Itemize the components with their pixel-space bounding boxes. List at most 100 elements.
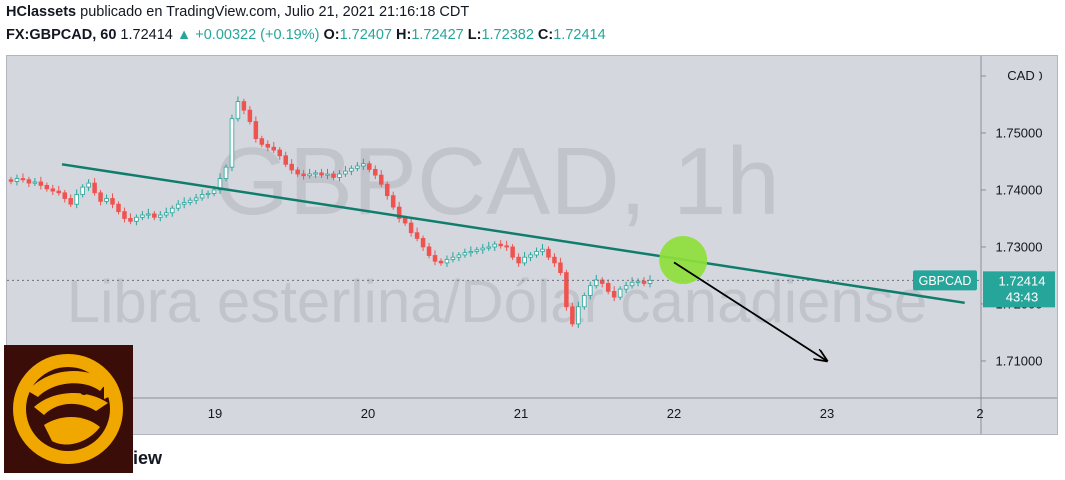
projection-arrow[interactable] bbox=[673, 261, 827, 361]
candle-up bbox=[217, 178, 223, 191]
x-tick-label: 2 bbox=[976, 406, 983, 421]
candle-down bbox=[379, 174, 384, 185]
candle-up bbox=[193, 197, 199, 201]
candle-down bbox=[122, 211, 127, 219]
candle-up bbox=[80, 186, 85, 195]
candle-up bbox=[140, 214, 145, 218]
candle-down bbox=[253, 121, 259, 140]
high-label: H: bbox=[396, 27, 412, 43]
candle-down bbox=[116, 203, 121, 213]
candle-up bbox=[343, 170, 348, 175]
candle-down bbox=[283, 155, 288, 165]
price-tag-countdown: 43:43 bbox=[1006, 289, 1039, 304]
candle-down bbox=[420, 237, 426, 248]
candlestick-chart[interactable]: GBPCAD, 1h Libra esterlina/Dólar canadie… bbox=[7, 56, 1057, 434]
candle-up bbox=[199, 194, 205, 199]
candle-up bbox=[313, 172, 318, 175]
eagle-icon bbox=[13, 354, 123, 464]
candle-up bbox=[486, 246, 492, 249]
published-text: publicado en TradingView.com, Julio 21, … bbox=[80, 4, 470, 20]
candle-down bbox=[402, 218, 408, 224]
candle-up bbox=[355, 165, 360, 169]
candle-down bbox=[241, 101, 247, 111]
candle-up bbox=[444, 259, 450, 264]
candle-up bbox=[576, 306, 581, 325]
y-tick-label: 1.75000 bbox=[996, 125, 1043, 140]
candle-down bbox=[92, 182, 97, 194]
candle-up bbox=[211, 189, 217, 194]
candle-down bbox=[8, 179, 14, 182]
price-axis[interactable] bbox=[981, 56, 1057, 434]
candle-up bbox=[528, 254, 533, 258]
candle-up bbox=[480, 247, 486, 251]
candle-down bbox=[44, 184, 50, 190]
candle-up bbox=[104, 198, 109, 202]
ohlc-legend: FX:GBPCAD, 60 1.72414 ▲ +0.00322 (+0.19%… bbox=[6, 27, 606, 43]
y-tick-label: 1.74000 bbox=[996, 182, 1043, 197]
candle-up bbox=[307, 173, 312, 177]
candle-up bbox=[623, 285, 629, 290]
candle-up bbox=[534, 251, 539, 256]
plot-area[interactable] bbox=[7, 56, 981, 398]
currency-label: CAD bbox=[1007, 68, 1034, 83]
trendline[interactable] bbox=[61, 163, 965, 305]
candle-down bbox=[367, 163, 372, 170]
candle-up bbox=[629, 281, 635, 287]
candle-down bbox=[438, 260, 444, 264]
x-tick-label: 21 bbox=[514, 406, 528, 421]
y-tick-label: 1.73000 bbox=[996, 239, 1043, 254]
high-value: 1.72427 bbox=[411, 27, 464, 43]
candle-up bbox=[474, 249, 480, 252]
candle-up bbox=[349, 167, 354, 172]
candle-up bbox=[617, 288, 623, 298]
candle-down bbox=[20, 178, 26, 181]
candle-up bbox=[32, 181, 38, 184]
candle-down bbox=[552, 256, 557, 264]
x-tick-label: 19 bbox=[208, 406, 222, 421]
candle-up bbox=[582, 294, 587, 308]
close-value: 1.72414 bbox=[553, 27, 606, 43]
candle-down bbox=[408, 222, 414, 234]
candle-down bbox=[570, 306, 575, 325]
candle-up bbox=[74, 194, 79, 205]
candle-down bbox=[384, 183, 390, 197]
symbol-tag bbox=[913, 270, 977, 291]
price-tag-box bbox=[983, 271, 1055, 308]
candle-down bbox=[641, 280, 647, 284]
watermark-description: Libra esterlina/Dólar canadiense bbox=[67, 268, 928, 335]
candle-down bbox=[271, 146, 277, 151]
chart-frame[interactable]: GBPCAD, 1h Libra esterlina/Dólar canadie… bbox=[6, 55, 1058, 435]
candle-up bbox=[134, 216, 139, 222]
candle-down bbox=[152, 213, 157, 218]
candle-up bbox=[146, 213, 151, 216]
candle-down bbox=[50, 188, 56, 192]
highlight-circle[interactable] bbox=[659, 236, 708, 285]
candle-up bbox=[361, 163, 366, 167]
candle-down bbox=[295, 169, 300, 175]
open-label: O: bbox=[323, 27, 340, 43]
currency-label-bg bbox=[989, 65, 1039, 87]
candle-down bbox=[432, 255, 438, 262]
candle-up bbox=[86, 182, 91, 188]
candle-down bbox=[247, 109, 253, 122]
x-tick-label: 23 bbox=[820, 406, 834, 421]
candle-up bbox=[450, 256, 456, 260]
low-value: 1.72382 bbox=[481, 27, 534, 43]
candle-up bbox=[462, 252, 468, 256]
candle-up bbox=[594, 279, 599, 287]
candle-down bbox=[98, 192, 103, 202]
candle-down bbox=[331, 173, 336, 178]
publish-info: HClassets publicado en TradingView.com, … bbox=[6, 4, 469, 20]
candle-down bbox=[516, 256, 521, 264]
low-label: L: bbox=[467, 27, 482, 43]
candle-down bbox=[396, 206, 402, 219]
candle-up bbox=[175, 203, 181, 209]
candle-up bbox=[588, 285, 593, 296]
candle-down bbox=[605, 283, 611, 292]
candle-down bbox=[68, 198, 73, 205]
candle-down bbox=[301, 173, 306, 177]
candle-up bbox=[187, 199, 193, 203]
candle-up bbox=[181, 202, 187, 205]
candle-up bbox=[337, 173, 342, 178]
time-axis[interactable] bbox=[7, 398, 981, 434]
